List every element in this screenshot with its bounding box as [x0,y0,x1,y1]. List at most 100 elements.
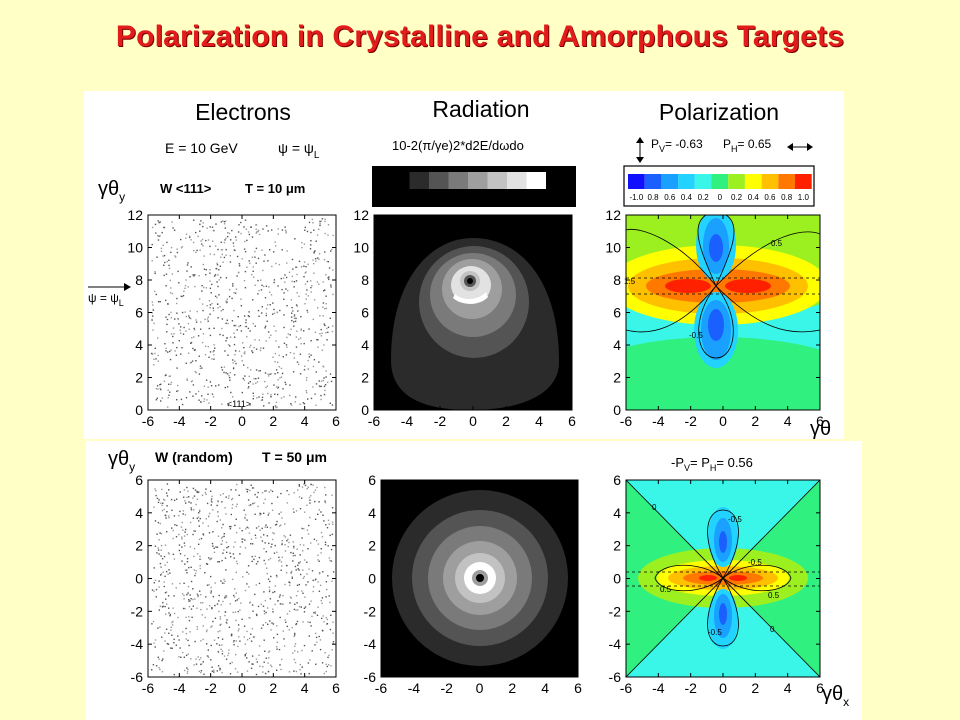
electron-point [321,617,323,620]
electron-point [217,535,220,537]
electron-point [306,504,308,506]
electron-point [275,386,278,388]
electron-point [271,502,273,505]
electron-point [236,255,239,258]
electron-point [173,515,176,517]
electron-point [160,544,163,547]
electron-point [325,307,328,310]
electron-point [242,342,244,344]
electron-point [162,605,164,607]
electron-point [206,629,208,631]
electron-point [160,555,162,557]
electron-point [273,279,276,281]
electron-point [189,310,191,312]
gray-colorbar-tick: 30 [512,194,521,203]
pol-colorbar-tick: 0.6 [664,193,676,202]
electron-point [254,493,256,496]
electron-point [188,619,191,622]
electron-point [317,581,319,583]
electron-point [311,615,313,618]
electron-point [158,539,160,541]
electron-point [277,379,279,381]
electron-point [243,364,245,366]
electron-point [250,667,253,669]
electron-point [229,372,231,374]
electron-point [277,285,279,287]
electron-point [324,501,327,504]
electron-point [272,532,274,534]
electron-point [323,323,325,325]
electron-point [184,545,186,547]
electron-point [319,315,321,317]
electron-point [193,530,195,532]
electron-point [235,350,237,353]
electron-point [310,495,312,497]
electron-point [318,380,320,382]
electron-point [158,221,160,224]
electron-point [235,236,237,238]
y-tick-label: 2 [135,370,143,386]
electron-point [167,303,169,305]
electron-point [308,635,310,637]
electron-point [274,405,277,407]
electron-point [226,337,228,339]
electron-point [274,591,276,593]
electron-point [220,366,223,369]
electron-point [326,339,328,341]
electron-point [267,375,270,377]
y-tick-label: 0 [135,402,143,418]
electron-point [221,638,224,640]
electron-point [232,367,235,370]
electron-point [263,661,265,663]
electron-point [167,406,169,408]
electron-point [203,385,206,387]
x-tick-label: -4 [652,680,665,696]
electron-point [224,239,226,241]
electron-point [317,307,319,309]
electron-point [291,626,293,629]
electron-point [237,231,240,233]
electron-point [288,541,290,544]
electron-point [332,269,334,271]
electron-point [195,231,197,234]
electron-point [204,572,206,574]
electron-point [266,535,269,537]
electron-point [190,380,193,383]
electron-point [274,241,276,243]
electron-point [157,360,159,362]
electron-point [271,265,273,268]
electron-point [276,393,279,396]
electron-point [197,390,200,393]
electron-point [269,620,271,622]
electron-point [237,645,239,648]
electron-point [296,620,299,623]
electron-point [248,375,250,378]
electron-point [184,531,186,533]
electron-point [161,397,163,399]
electron-point [164,544,167,546]
electron-point [322,630,324,632]
electron-point [232,641,235,643]
electron-point [176,251,179,254]
electron-point [332,571,335,573]
electron-point [157,549,160,551]
electron-point [264,599,267,602]
electron-point [168,313,170,316]
theta-x-symbol-bottom: γθx [822,683,849,709]
electron-point [313,272,315,274]
electron-point [304,226,306,229]
electron-point [193,249,195,252]
electron-point [280,561,283,563]
electron-point [223,241,226,244]
electron-point [225,322,227,324]
electron-point [161,488,163,491]
electron-point [331,521,334,523]
electron-point [240,298,242,300]
electron-point [186,667,188,669]
electron-point [304,303,306,305]
electron-point [317,513,319,515]
electron-point [296,602,298,604]
electron-point [200,321,202,323]
electron-point [303,265,305,267]
